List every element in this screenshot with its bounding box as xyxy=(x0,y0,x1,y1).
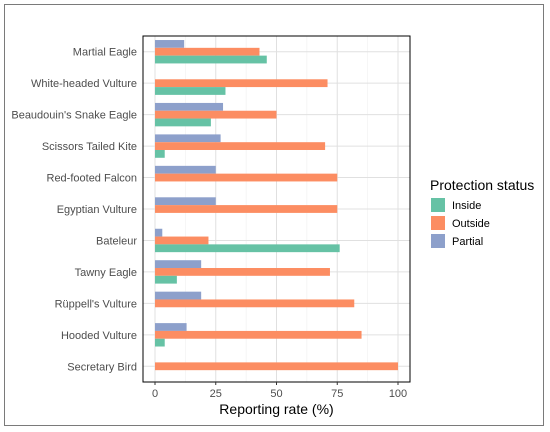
bar-outside xyxy=(155,362,398,371)
bar-inside xyxy=(155,87,226,95)
category-label: Egyptian Vulture xyxy=(57,204,137,216)
category-label: Beaudouin's Snake Eagle xyxy=(11,110,137,122)
category-label: Bateleur xyxy=(96,235,137,247)
bar-outside xyxy=(155,268,330,276)
legend-swatch-outside xyxy=(431,216,445,230)
category-label: Tawny Eagle xyxy=(75,267,137,279)
bar-inside xyxy=(155,118,211,127)
x-tick-label: 0 xyxy=(152,388,158,400)
bar-outside xyxy=(155,173,338,182)
category-label: Martial Eagle xyxy=(73,47,137,59)
figure-frame xyxy=(4,4,544,426)
category-label: White-headed Vulture xyxy=(31,78,137,90)
bar-inside xyxy=(155,149,165,158)
legend-label-outside: Outside xyxy=(452,218,490,230)
category-label: Red-footed Falcon xyxy=(47,173,138,185)
bar-outside xyxy=(155,47,260,56)
bar-partial xyxy=(155,165,216,174)
x-axis-title: Reporting rate (%) xyxy=(219,401,333,417)
bar-inside xyxy=(155,338,165,347)
bar-partial xyxy=(155,323,187,331)
bar-partial xyxy=(155,102,224,111)
bar-partial xyxy=(155,260,202,269)
legend: Protection status Inside Outside Partial xyxy=(430,177,534,248)
category-label: Scissors Tailed Kite xyxy=(42,141,137,153)
x-tick-label: 50 xyxy=(270,388,282,400)
x-tick-label: 100 xyxy=(389,388,407,400)
category-label: Secretary Bird xyxy=(67,361,137,373)
x-axis-ticks: 0 25 50 75 100 xyxy=(152,382,407,400)
x-tick-label: 25 xyxy=(210,388,222,400)
bar-inside xyxy=(155,244,340,253)
legend-title: Protection status xyxy=(430,177,534,193)
bar-inside xyxy=(155,275,177,284)
legend-label-partial: Partial xyxy=(452,236,483,248)
bar-partial xyxy=(155,134,221,143)
bar-outside xyxy=(155,330,362,339)
bar-outside xyxy=(155,205,338,213)
category-label: Rüppell's Vulture xyxy=(55,298,137,310)
bar-outside xyxy=(155,236,209,245)
category-labels: Martial Eagle White-headed Vulture Beaudou… xyxy=(11,47,137,374)
x-tick-label: 75 xyxy=(331,388,343,400)
bar-partial xyxy=(155,197,216,206)
bar-outside xyxy=(155,299,355,308)
bars xyxy=(155,40,398,371)
legend-swatch-partial xyxy=(431,234,445,248)
bar-outside xyxy=(155,79,328,88)
category-label: Hooded Vulture xyxy=(61,330,137,342)
bar-outside xyxy=(155,110,277,119)
bar-partial xyxy=(155,291,202,300)
bar-partial xyxy=(155,40,185,48)
bar-partial xyxy=(155,228,163,237)
bar-outside xyxy=(155,142,326,150)
bar-inside xyxy=(155,55,267,64)
legend-swatch-inside xyxy=(431,198,445,212)
legend-label-inside: Inside xyxy=(452,200,481,212)
